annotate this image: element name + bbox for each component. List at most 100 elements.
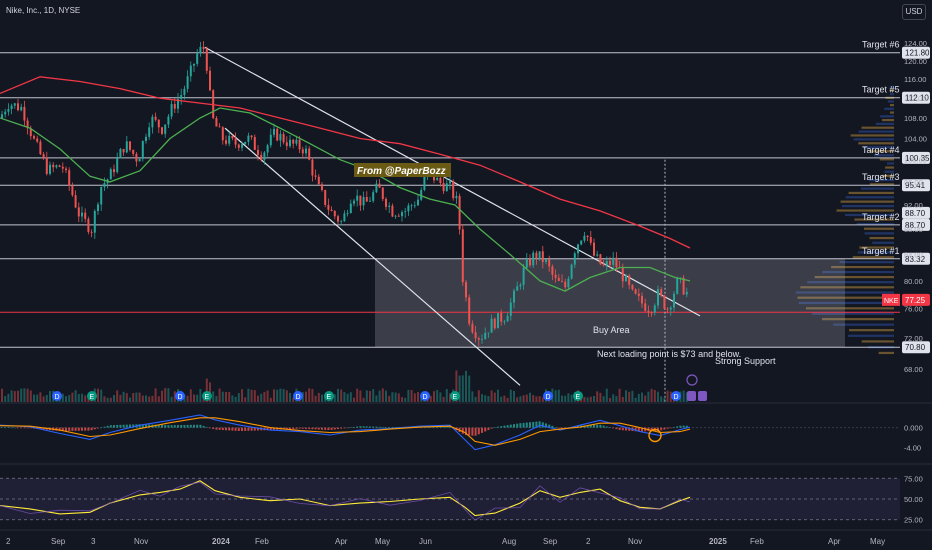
candle xyxy=(647,311,649,313)
volume-bar xyxy=(478,390,480,402)
volume-bar xyxy=(484,395,486,402)
candle xyxy=(94,211,96,233)
candle xyxy=(151,117,153,128)
volume-bar xyxy=(81,394,83,402)
volume-bar xyxy=(347,394,349,402)
candle xyxy=(180,95,182,99)
candle xyxy=(308,149,310,160)
candle xyxy=(612,258,614,265)
macd-bar xyxy=(356,427,358,428)
volume-bar xyxy=(318,393,320,402)
macd-bar xyxy=(471,428,473,436)
volume-bar xyxy=(270,398,272,402)
y-tick-label: 80.00 xyxy=(904,277,923,286)
macd-bar xyxy=(507,425,509,427)
volume-bar xyxy=(279,389,281,402)
volume-bar xyxy=(7,394,9,402)
candle xyxy=(43,154,45,158)
macd-bar xyxy=(670,428,672,429)
candle xyxy=(222,127,224,140)
candle xyxy=(199,47,201,53)
macd-bar xyxy=(4,427,6,428)
candle xyxy=(289,140,291,146)
candle xyxy=(215,118,217,127)
volume-bar xyxy=(49,391,51,402)
volume-bar xyxy=(340,390,342,402)
candle xyxy=(654,305,656,312)
candle xyxy=(491,319,493,333)
volume-bar xyxy=(587,397,589,402)
volume-profile-bar xyxy=(862,127,894,129)
volume-bar xyxy=(660,396,662,402)
volume-bar xyxy=(609,398,611,402)
macd-bar xyxy=(196,425,198,428)
candle xyxy=(366,197,368,202)
candle xyxy=(203,47,205,49)
earnings-upcoming-icon[interactable] xyxy=(698,391,707,401)
volume-bar xyxy=(359,390,361,402)
candle xyxy=(363,197,365,205)
volume-bar xyxy=(481,394,483,402)
candle xyxy=(593,243,595,256)
volume-profile-bar xyxy=(849,329,894,331)
event-icon[interactable] xyxy=(687,375,697,385)
macd-bar xyxy=(558,428,560,429)
candle xyxy=(567,279,569,288)
volume-bar xyxy=(27,389,29,402)
volume-bar xyxy=(283,389,285,402)
volume-bar xyxy=(436,390,438,402)
candle xyxy=(231,136,233,138)
volume-bar xyxy=(11,390,13,402)
candle xyxy=(254,137,256,150)
macd-bar xyxy=(231,428,233,431)
volume-bar xyxy=(107,398,109,402)
candle xyxy=(219,127,221,128)
dividend-icon-glyph: D xyxy=(178,394,183,401)
macd-bar xyxy=(110,425,112,427)
macd-bar xyxy=(292,428,294,429)
dividend-icon-glyph: D xyxy=(546,394,551,401)
candle xyxy=(388,206,390,207)
macd-bar xyxy=(171,425,173,427)
macd-bar xyxy=(599,425,601,428)
x-tick-label: May xyxy=(375,537,390,546)
macd-bar xyxy=(206,427,208,428)
candle xyxy=(129,141,131,149)
macd-bar xyxy=(478,428,480,435)
macd-bar xyxy=(161,425,163,428)
volume-bar xyxy=(311,389,313,402)
volume-bar xyxy=(603,396,605,402)
volume-bar xyxy=(113,395,115,402)
macd-bar xyxy=(7,427,9,428)
candle xyxy=(571,265,573,279)
macd-bar xyxy=(359,426,361,427)
volume-bar xyxy=(129,398,131,402)
y-tick-label: 68.00 xyxy=(904,365,923,374)
volume-bar xyxy=(462,375,464,402)
candle xyxy=(142,141,144,159)
candle xyxy=(449,181,451,183)
candle xyxy=(603,264,605,265)
volume-bar xyxy=(263,392,265,402)
split-icon[interactable] xyxy=(687,391,696,401)
candle xyxy=(459,196,461,229)
volume-profile-bar xyxy=(885,166,894,168)
x-tick-label: Apr xyxy=(828,537,841,546)
volume-bar xyxy=(62,394,64,402)
candle xyxy=(100,187,102,204)
macd-bar xyxy=(84,428,86,431)
macd-bar xyxy=(321,428,323,430)
rsi-tick-label: 50.00 xyxy=(904,495,923,504)
volume-bar xyxy=(135,393,137,402)
candle xyxy=(174,104,176,109)
volume-bar xyxy=(369,391,371,402)
volume-bar xyxy=(33,395,35,402)
candle xyxy=(670,308,672,310)
candle xyxy=(59,165,61,166)
macd-bar xyxy=(123,425,125,428)
volume-bar xyxy=(443,397,445,402)
currency-button[interactable]: USD xyxy=(902,4,926,20)
volume-bar xyxy=(647,392,649,402)
x-tick-label: 3 xyxy=(91,537,96,546)
